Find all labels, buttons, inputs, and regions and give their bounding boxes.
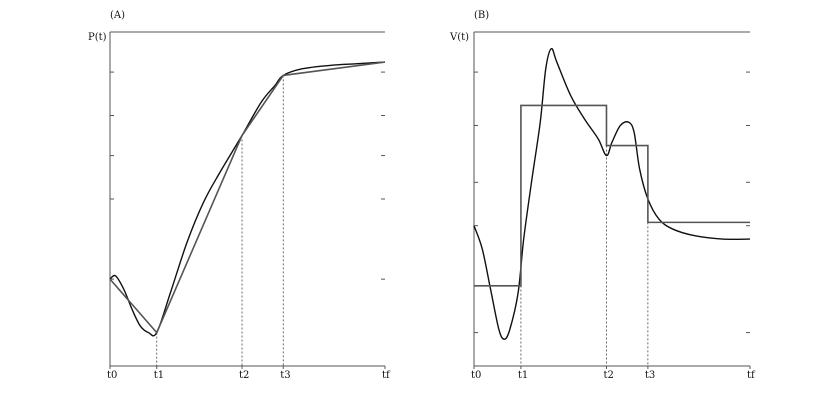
x-tick-label: t2 xyxy=(603,370,613,381)
panel-a-label: (A) xyxy=(110,10,125,21)
series-curve xyxy=(473,47,751,340)
x-tick-label: tf xyxy=(747,370,756,381)
panel-b-ylabel: V(t) xyxy=(449,32,469,43)
panel-a-plot: t0 t1 t2 t3 tf xyxy=(107,31,391,381)
x-tick-label: t0 xyxy=(471,370,481,381)
panel-b-plot: t0 t1 t2 t3 tf xyxy=(471,31,756,381)
x-tick-label: t3 xyxy=(645,370,655,381)
panel-b: (B) V(t) t0 t1 t2 t3 tf xyxy=(449,10,756,381)
x-tick-label: t1 xyxy=(154,370,164,381)
panel-a: (A) P(t) t0 t1 t2 t3 tf xyxy=(88,10,391,381)
x-tick-label: t0 xyxy=(107,370,117,381)
x-tick-label: t1 xyxy=(518,370,528,381)
panel-a-ylabel: P(t) xyxy=(88,32,107,43)
series-piecewise-linear xyxy=(109,61,386,335)
x-tick-label: tf xyxy=(382,370,391,381)
panel-b-label: (B) xyxy=(474,10,489,21)
series-curve xyxy=(109,61,386,337)
x-tick-label: t3 xyxy=(280,370,290,381)
x-tick-label: t2 xyxy=(239,370,249,381)
series-piecewise-constant xyxy=(474,104,750,287)
